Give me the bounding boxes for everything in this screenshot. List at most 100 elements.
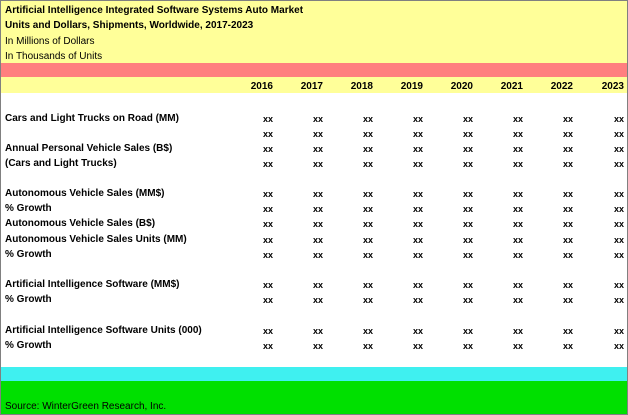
table-cell: xx [312,250,323,260]
table-cell: xx [262,129,273,139]
year-header: 2020 [450,81,473,92]
table-cell: xx [512,235,523,245]
table-cell: xx [312,144,323,154]
table-cell: xx [262,114,273,124]
table-cell: xx [562,280,573,290]
year-header-row: 2016 2017 2018 2019 2020 2021 2022 2023 [1,77,627,93]
table-cell: xx [262,235,273,245]
table-cell: xx [462,341,473,351]
table-cell: xx [562,129,573,139]
year-header: 2016 [250,81,273,92]
unit-dollars: In Millions of Dollars [5,36,95,47]
table-cell: xx [262,219,273,229]
table-cell: xx [412,159,423,169]
table-cell: xx [512,159,523,169]
row-label: % Growth [5,249,52,260]
table-cell: xx [362,235,373,245]
table-cell: xx [362,250,373,260]
table-cell: xx [613,250,624,260]
year-header: 2023 [601,81,624,92]
table-cell: xx [462,204,473,214]
table-cell: xx [613,189,624,199]
table-cell: xx [562,295,573,305]
table-cell: xx [562,341,573,351]
table-cell: xx [362,341,373,351]
table-cell: xx [362,326,373,336]
table-cell: xx [512,204,523,214]
table-cell: xx [613,144,624,154]
cyan-band [1,367,627,381]
table-cell: xx [512,341,523,351]
table-cell: xx [312,189,323,199]
row-label: Cars and Light Trucks on Road (MM) [5,113,179,124]
table-cell: xx [312,235,323,245]
table-cell: xx [262,295,273,305]
table-cell: xx [412,250,423,260]
table-cell: xx [562,159,573,169]
table-cell: xx [462,295,473,305]
table-cell: xx [462,280,473,290]
table-cell: xx [462,235,473,245]
row-label: Autonomous Vehicle Sales (MM$) [5,188,165,199]
table-cell: xx [312,341,323,351]
table-cell: xx [412,341,423,351]
table-cell: xx [462,159,473,169]
table-cell: xx [613,204,624,214]
title-band: Artificial Intelligence Integrated Softw… [1,1,627,63]
table-cell: xx [312,295,323,305]
table-cell: xx [412,204,423,214]
table-cell: xx [512,129,523,139]
table-cell: xx [412,326,423,336]
table-cell: xx [462,114,473,124]
row-label: (Cars and Light Trucks) [5,158,117,169]
table-cell: xx [312,129,323,139]
table-cell: xx [262,250,273,260]
row-label: Artificial Intelligence Software Units (… [5,325,202,336]
table-cell: xx [262,159,273,169]
table-cell: xx [412,219,423,229]
footer-band [1,381,627,414]
table-cell: xx [312,204,323,214]
table-cell: xx [613,280,624,290]
row-label: Artificial Intelligence Software (MM$) [5,279,180,290]
table-cell: xx [412,144,423,154]
table-cell: xx [312,159,323,169]
table-cell: xx [312,219,323,229]
table-title: Artificial Intelligence Integrated Softw… [5,5,304,16]
table-cell: xx [562,144,573,154]
table-cell: xx [262,341,273,351]
row-label: % Growth [5,340,52,351]
table-cell: xx [362,189,373,199]
row-label: Autonomous Vehicle Sales (B$) [5,218,156,229]
table-cell: xx [412,129,423,139]
table-cell: xx [262,189,273,199]
table-cell: xx [512,114,523,124]
table-cell: xx [562,189,573,199]
table-cell: xx [613,159,624,169]
table-cell: xx [312,280,323,290]
table-cell: xx [613,326,624,336]
table-cell: xx [613,114,624,124]
table-cell: xx [462,129,473,139]
table-cell: xx [462,219,473,229]
table-cell: xx [512,280,523,290]
table-cell: xx [562,326,573,336]
table-cell: xx [262,204,273,214]
table-cell: xx [562,114,573,124]
table-cell: xx [262,326,273,336]
table-cell: xx [362,295,373,305]
table-cell: xx [613,219,624,229]
table-cell: xx [362,114,373,124]
table-cell: xx [512,219,523,229]
table-cell: xx [512,326,523,336]
table-cell: xx [512,144,523,154]
source-note: Source: WinterGreen Research, Inc. [5,401,167,412]
table-cell: xx [562,250,573,260]
table-cell: xx [362,219,373,229]
table-cell: xx [512,189,523,199]
table-cell: xx [462,326,473,336]
table-cell: xx [412,295,423,305]
table-cell: xx [562,219,573,229]
row-label: Autonomous Vehicle Sales Units (MM) [5,234,187,245]
table-cell: xx [262,144,273,154]
